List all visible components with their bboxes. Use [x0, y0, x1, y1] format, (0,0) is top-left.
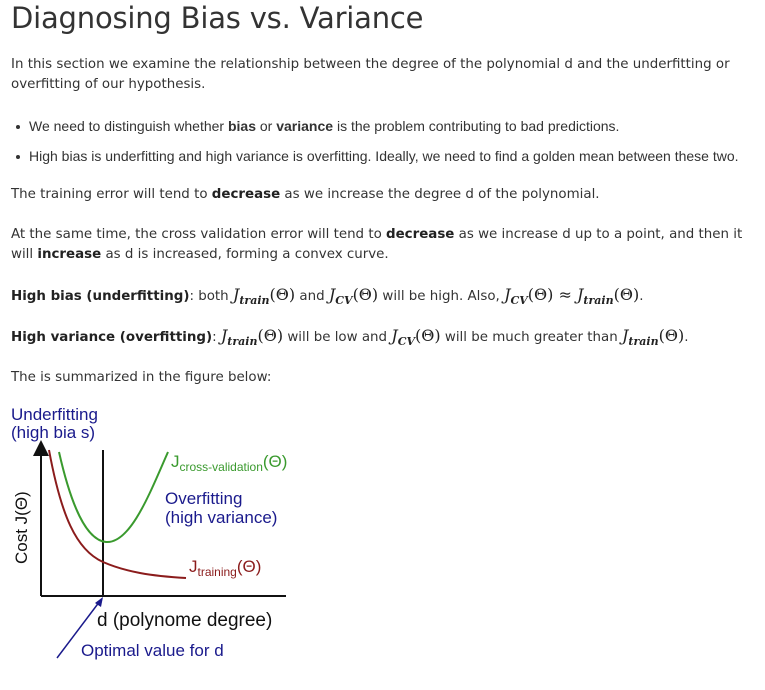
math-theta: (Θ): [613, 285, 640, 304]
high-bias-label-figure: (high bia s): [11, 423, 95, 442]
math-j: J: [328, 285, 336, 304]
summary-paragraph: The is summarized in the figure below:: [11, 370, 272, 385]
math-sub-cv: CV: [397, 335, 415, 349]
math-j-train: Jtrain(Θ): [232, 285, 296, 308]
math-j: J: [391, 326, 398, 345]
bullet-text: We need to distinguish whether: [29, 118, 228, 134]
math-theta: (Θ): [352, 285, 379, 304]
high-variance-label-figure: (high variance): [165, 508, 277, 527]
math-j-cv: JCV(Θ) ≈ Jtrain(Θ): [504, 285, 640, 308]
para-text: .: [639, 289, 644, 304]
para-text: will be low and: [283, 330, 392, 345]
bullet-bold-bias: bias: [227, 118, 256, 134]
math-theta: (Θ): [658, 326, 685, 345]
math-sub-train: train: [239, 294, 270, 308]
overfitting-label: Overfitting: [165, 489, 242, 508]
math-sub-cv: CV: [335, 294, 353, 308]
bullet-text: is the problem contributing to bad predi…: [333, 118, 620, 134]
math-j-cv: JCV(Θ): [391, 326, 441, 349]
math-sub-train: train: [227, 335, 258, 349]
para-text: .: [684, 330, 689, 345]
bias-variance-figure: Underfitting (high bia s) Cost J(Θ) Jcro…: [11, 400, 321, 670]
para-text: and: [295, 289, 329, 304]
cv-label-j: J: [171, 452, 180, 471]
optimal-value-label: Optimal value for d: [81, 641, 224, 660]
x-axis-label: d (polynome degree): [97, 610, 272, 631]
math-j-train: Jtrain(Θ): [621, 326, 685, 349]
math-j: J: [220, 326, 228, 345]
cv-curve-label: Jcross-validation(Θ): [171, 452, 287, 474]
cv-error-curve: [58, 451, 169, 544]
bullet-bold-variance: variance: [276, 118, 334, 134]
high-bias-paragraph: High bias (underfitting): both Jtrain(Θ)…: [11, 285, 756, 311]
intro-paragraph: In this section we examine the relations…: [11, 57, 730, 92]
training-curve-label: Jtraining(Θ): [189, 557, 261, 579]
bullet-list: We need to distinguish whether bias or v…: [11, 116, 761, 176]
para-text: as we increase d up to a point, and then…: [11, 227, 743, 262]
math-theta: (Θ): [415, 326, 441, 345]
bullet-text: or: [256, 118, 277, 134]
cv-label-theta: (Θ): [263, 452, 288, 471]
math-j: J: [621, 326, 629, 345]
para-bold: decrease: [386, 227, 455, 242]
cv-error-paragraph: At the same time, the cross validation e…: [11, 225, 756, 265]
math-theta: (Θ): [257, 326, 284, 345]
high-variance-label: High variance (overfitting): [11, 330, 213, 345]
math-approx: ≈: [558, 285, 572, 304]
para-text: will be high. Also,: [378, 289, 505, 304]
math-j: J: [504, 285, 511, 304]
math-sub-train: train: [583, 294, 614, 308]
train-label-j: J: [189, 557, 198, 576]
math-j: J: [576, 285, 584, 304]
train-label-sub: training: [198, 565, 237, 579]
math-sub-train: train: [628, 335, 659, 349]
y-axis-label: Cost J(Θ): [12, 491, 31, 564]
para-text: :: [212, 330, 221, 345]
training-error-curve: [48, 449, 187, 579]
math-j-cv: JCV(Θ): [328, 285, 379, 308]
train-label-theta: (Θ): [237, 557, 262, 576]
math-theta: (Θ): [527, 285, 554, 304]
math-theta: (Θ): [269, 285, 296, 304]
cv-label-sub: cross-validation: [180, 460, 263, 474]
para-text: will be much greater than: [440, 330, 622, 345]
high-bias-label: High bias (underfitting): [11, 289, 190, 304]
para-bold: increase: [37, 247, 102, 262]
bullet-item-bias-variance: We need to distinguish whether bias or v…: [11, 116, 761, 136]
para-text: as d is increased, forming a convex curv…: [101, 247, 389, 262]
para-text: The training error will tend to: [11, 187, 212, 202]
para-text: : both: [189, 289, 233, 304]
math-j: J: [232, 285, 240, 304]
optimal-arrow: [56, 600, 101, 659]
underfitting-label: Underfitting: [11, 405, 98, 424]
page-title: Diagnosing Bias vs. Variance: [11, 1, 424, 35]
optimal-arrowhead-icon: [95, 597, 103, 607]
math-j-train: Jtrain(Θ): [220, 326, 284, 349]
high-variance-paragraph: High variance (overfitting): Jtrain(Θ) w…: [11, 326, 756, 352]
math-sub-cv: CV: [510, 294, 528, 308]
bullet-item-golden-mean: High bias is underfitting and high varia…: [11, 146, 761, 166]
para-text: At the same time, the cross validation e…: [11, 227, 387, 242]
para-text: as we increase the degree d of the polyn…: [280, 187, 600, 202]
training-error-paragraph: The training error will tend to decrease…: [11, 185, 756, 205]
bias-variance-diagram: Underfitting (high bia s) Cost J(Θ) Jcro…: [11, 405, 287, 660]
para-bold: decrease: [211, 187, 281, 202]
